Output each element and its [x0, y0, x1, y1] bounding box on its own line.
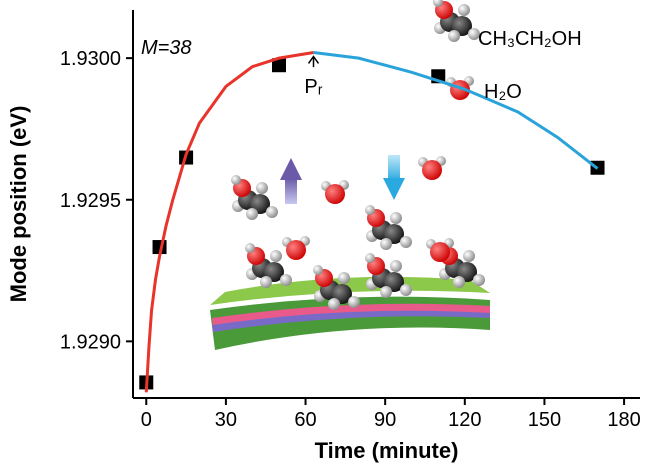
- y-tick-label: 1.9290: [60, 331, 121, 353]
- y-axis-label: Mode position (eV): [6, 106, 31, 303]
- x-tick-label: 150: [528, 409, 561, 431]
- x-axis-label: Time (minute): [315, 438, 459, 463]
- x-tick-label: 180: [607, 409, 640, 431]
- legend-label: CH₃CH₂OH: [478, 28, 582, 50]
- fit-curve: [314, 52, 598, 168]
- x-tick-label: 30: [215, 409, 237, 431]
- y-tick-label: 1.9295: [60, 190, 121, 212]
- annotation: M=38: [141, 37, 192, 59]
- chart: 0 30 60 90 120 150 180 1.9290 1.9295 1.9300 Time (…: [0, 0, 652, 468]
- x-tick-label: 90: [374, 409, 396, 431]
- x-tick-label: 60: [294, 409, 316, 431]
- legend-label: H₂O: [484, 81, 522, 103]
- y-tick-label: 1.9300: [60, 48, 121, 70]
- annotation: Pᵣ: [304, 76, 322, 98]
- illustration: [210, 0, 490, 350]
- x-tick-label: 120: [448, 409, 481, 431]
- x-tick-label: 0: [141, 409, 152, 431]
- annotation-arrow: [309, 56, 319, 67]
